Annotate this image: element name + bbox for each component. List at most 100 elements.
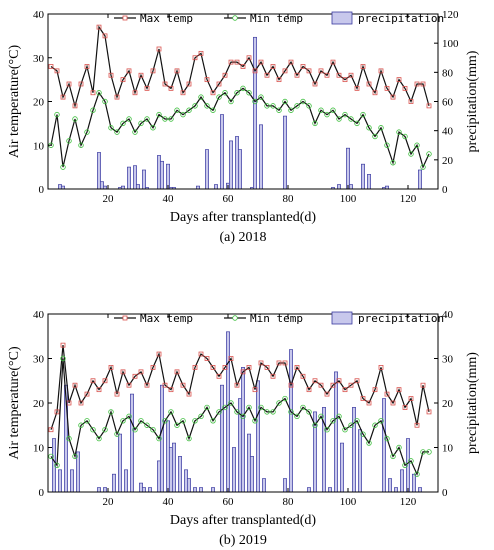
min-temp-marker	[354, 120, 360, 127]
precipitation-bar	[349, 184, 353, 190]
min-temp-marker	[390, 160, 396, 166]
x-tick-label: 40	[163, 496, 175, 508]
min-temp-marker	[192, 418, 198, 424]
min-temp-marker	[282, 98, 288, 105]
min-temp-marker	[72, 116, 78, 122]
min-temp-marker	[96, 90, 102, 96]
legend-max-marker	[122, 315, 128, 321]
min-temp-marker	[228, 98, 234, 105]
precipitation-bar	[187, 478, 191, 493]
min-temp-line	[50, 87, 430, 169]
max-temp-marker	[276, 77, 282, 83]
y-tick-label: 30	[33, 53, 45, 65]
min-temp-marker	[240, 85, 246, 92]
max-temp-marker	[72, 103, 78, 109]
max-temp-marker	[264, 364, 270, 370]
y-tick-label: 10	[33, 443, 45, 455]
precipitation-bar	[307, 487, 311, 493]
min-temp-marker	[186, 107, 192, 113]
max-temp-marker	[102, 378, 108, 384]
legend-precip-swatch	[331, 11, 353, 25]
min-temp-marker	[126, 116, 132, 122]
min-temp-marker	[264, 409, 270, 415]
max-temp-marker	[108, 72, 114, 78]
precipitation-bar	[418, 169, 422, 190]
x-tick-label: 100	[340, 496, 357, 508]
y2-tick-label: 10	[442, 443, 454, 455]
max-temp-marker	[372, 387, 378, 393]
min-temp-marker	[372, 133, 378, 140]
max-temp-marker	[204, 356, 210, 361]
max-temp-marker	[276, 360, 282, 366]
max-temp-marker	[180, 382, 186, 388]
max-temp-marker	[240, 369, 246, 375]
max-temp-marker	[342, 77, 348, 83]
precipitation-bar	[367, 174, 371, 190]
precipitation-bar	[337, 184, 341, 190]
min-temp-marker	[342, 427, 348, 433]
y2-tick-label: 20	[442, 398, 454, 410]
precipitation-bar	[136, 184, 140, 190]
min-temp-marker	[180, 111, 186, 118]
max-temp-marker	[228, 356, 234, 361]
min-temp-marker	[426, 151, 432, 157]
min-temp-marker	[348, 116, 354, 122]
min-temp-marker	[288, 107, 294, 113]
precipitation-bar	[406, 438, 410, 493]
y2-tick-label: 0	[442, 184, 448, 196]
precipitation-bar	[103, 487, 107, 493]
precipitation-bar	[112, 473, 116, 493]
max-temp-marker	[258, 59, 264, 65]
max-temp-marker	[192, 55, 198, 61]
min-temp-marker	[258, 94, 264, 100]
x-tick-label: 60	[223, 193, 235, 205]
x-axis-label: Days after transplanted(d)	[170, 210, 316, 225]
min-temp-marker	[66, 435, 72, 442]
max-temp-marker	[408, 396, 414, 401]
min-temp-marker	[198, 413, 204, 420]
precipitation-bar	[256, 380, 260, 493]
precipitation-bar	[142, 169, 146, 190]
max-temp-marker	[378, 68, 384, 74]
precipitation-bar	[220, 384, 224, 493]
y-axis-label: Air temperature(°C)	[7, 45, 22, 159]
max-temp-marker	[258, 360, 264, 366]
precipitation-bar	[241, 367, 245, 493]
min-temp-marker	[234, 409, 240, 415]
min-temp-marker	[48, 453, 54, 460]
max-temp-marker	[366, 400, 372, 406]
min-temp-marker	[324, 427, 330, 433]
max-temp-marker	[318, 68, 324, 74]
max-temp-marker	[138, 369, 144, 375]
max-temp-marker	[396, 77, 402, 83]
max-temp-marker	[384, 391, 390, 397]
min-temp-marker	[102, 98, 108, 105]
min-temp-marker	[54, 111, 60, 118]
precipitation-bar	[289, 349, 293, 493]
min-temp-marker	[324, 111, 330, 118]
min-temp-marker	[378, 418, 384, 424]
min-temp-marker	[270, 103, 276, 109]
precipitation-bar	[142, 487, 146, 493]
max-temp-marker	[384, 85, 390, 91]
legend-min-label: Min temp	[250, 312, 303, 325]
chart-panel-2: 20 40 60 80 100 120 0 10 20 30 40 0 10 20 30 40 Days aft…	[7, 309, 480, 548]
precipitation-bar	[220, 114, 224, 190]
y-tick-label: 0	[39, 487, 45, 499]
max-temp-marker	[270, 373, 276, 379]
max-temp-marker	[336, 378, 342, 384]
max-temp-marker	[336, 72, 342, 78]
max-temp-marker	[354, 378, 360, 384]
max-temp-marker	[288, 59, 294, 65]
max-temp-marker	[420, 81, 426, 87]
precipitation-bar	[226, 331, 230, 493]
max-temp-marker	[420, 382, 426, 388]
max-temp-marker	[300, 373, 306, 379]
max-temp-marker	[162, 382, 168, 388]
legend-precip-label: precipitation	[358, 12, 444, 25]
legend-max-marker	[122, 15, 128, 21]
min-temp-marker	[222, 404, 228, 411]
y-tick-label: 0	[39, 184, 45, 196]
min-temp-marker	[300, 404, 306, 411]
